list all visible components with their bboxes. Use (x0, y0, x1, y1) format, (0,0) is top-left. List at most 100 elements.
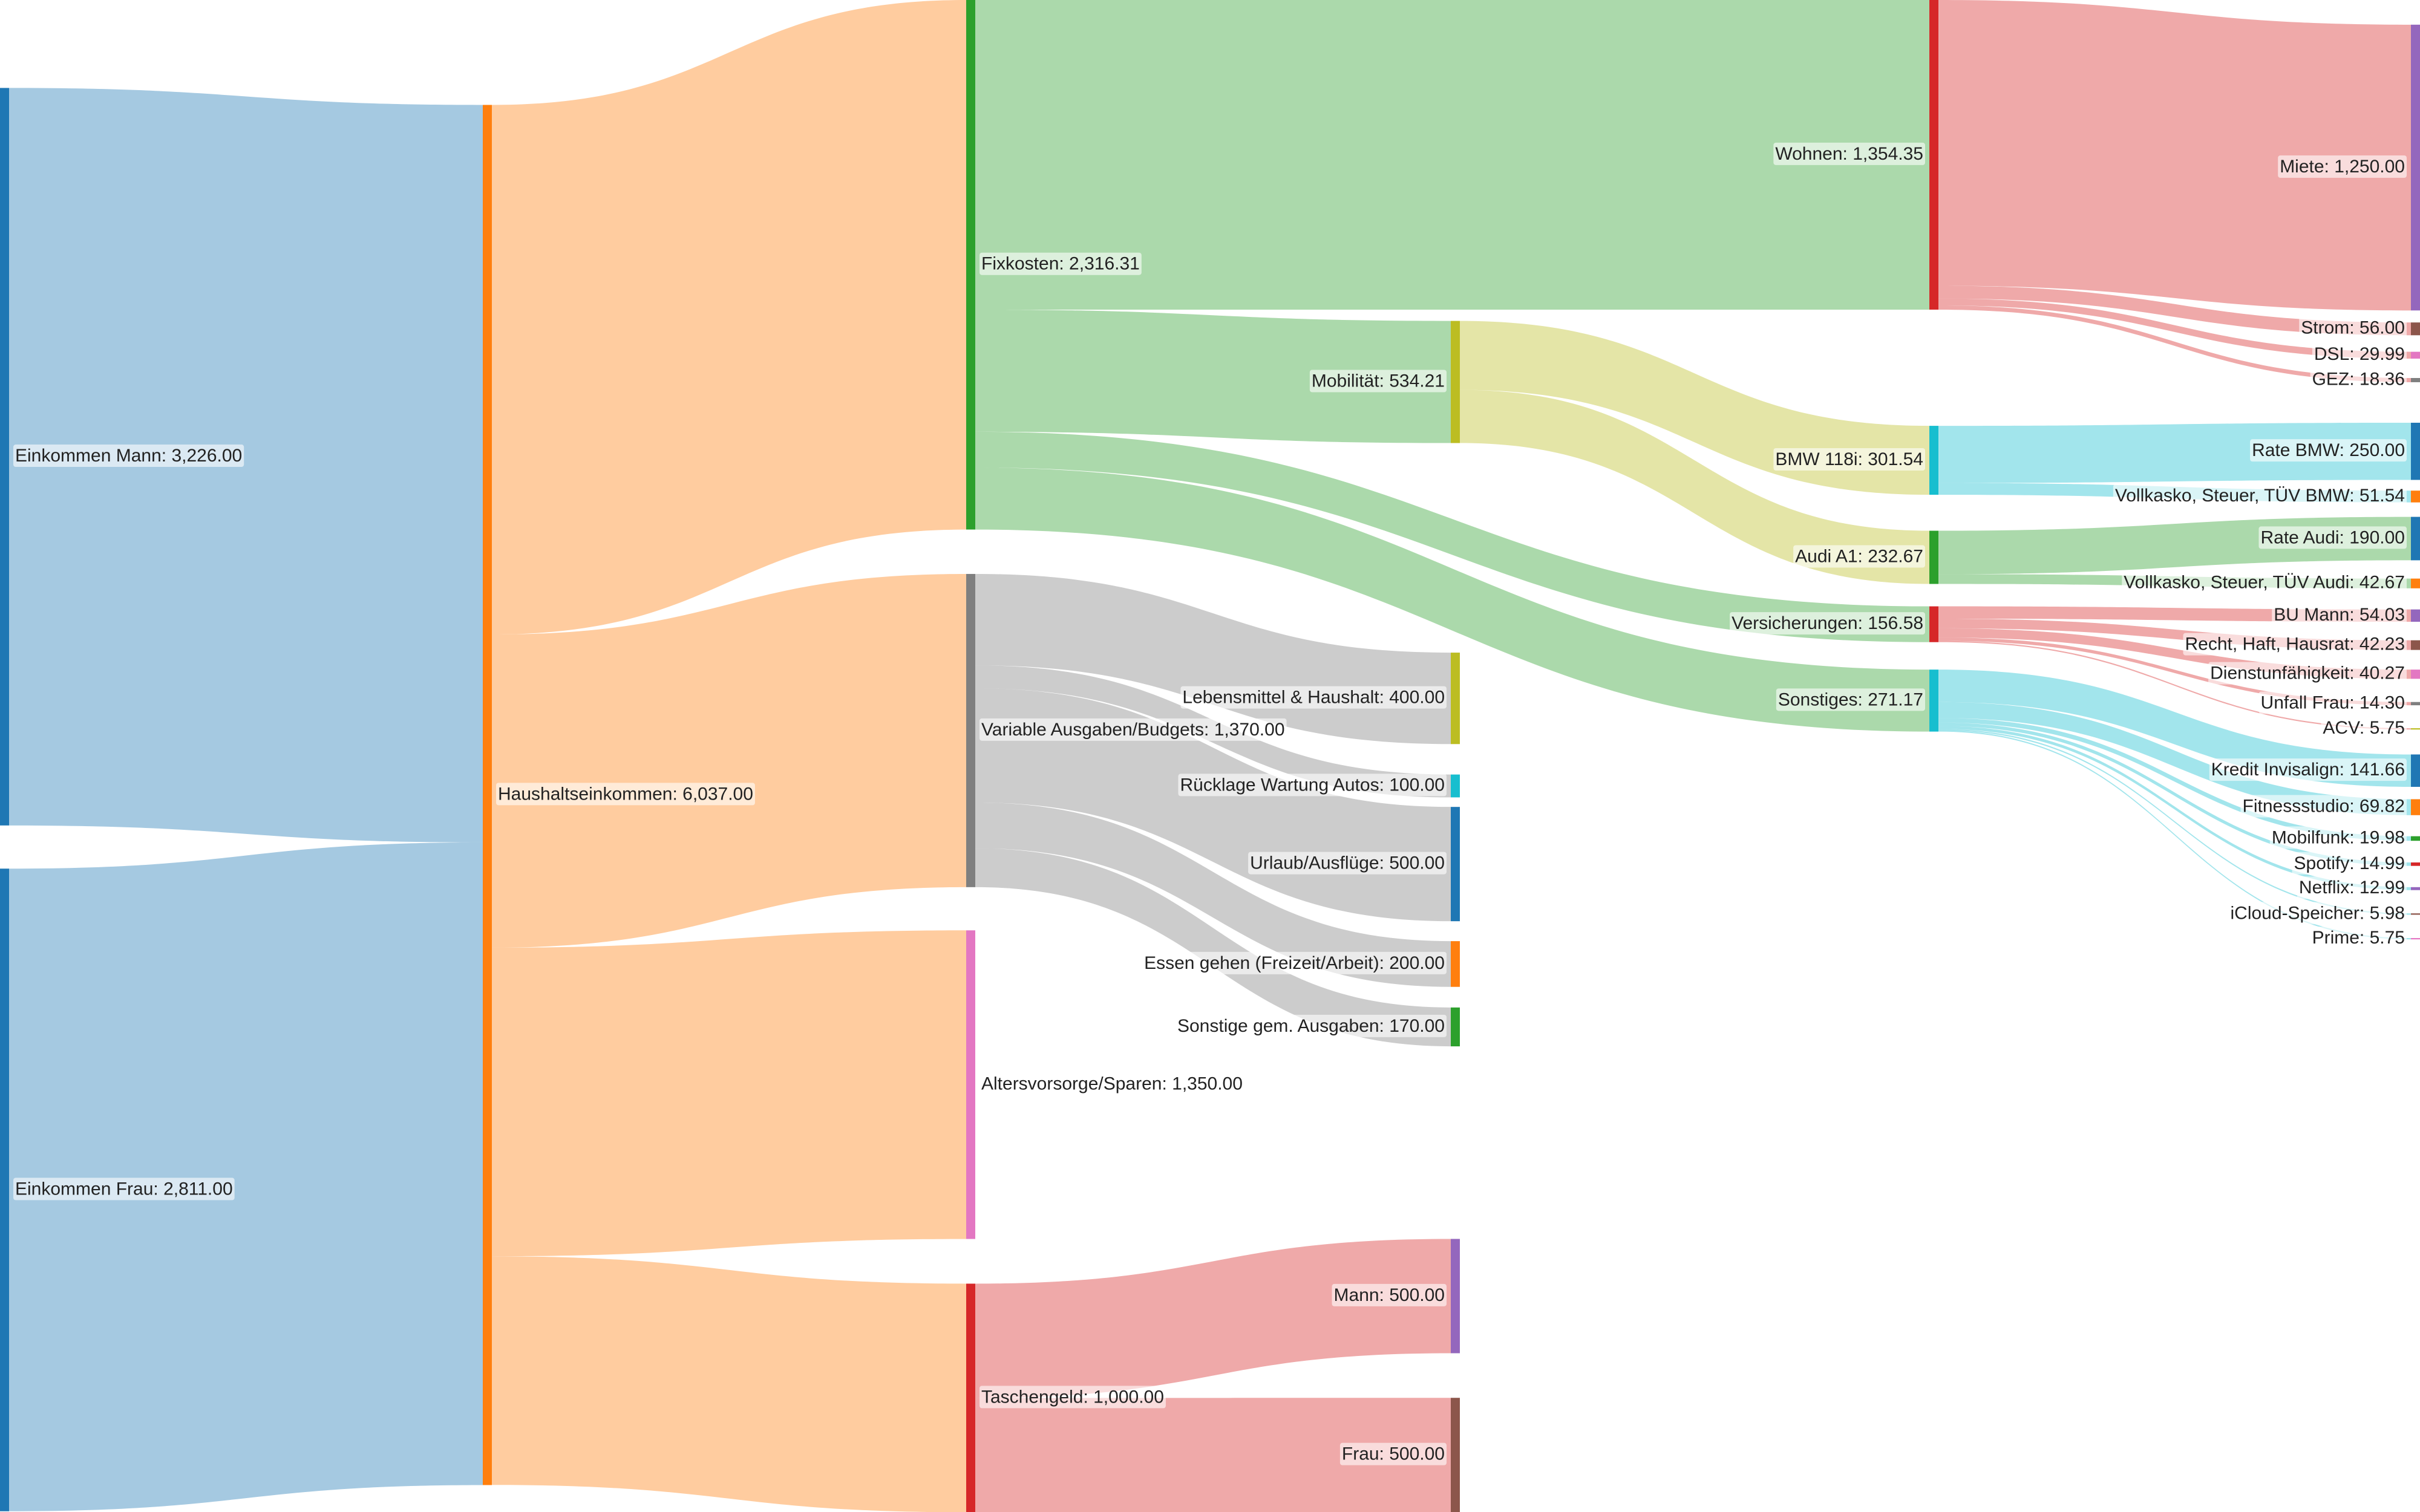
node (966, 930, 975, 1239)
node-label: Einkommen Frau: 2,811.00 (15, 1179, 233, 1199)
node (2411, 516, 2420, 561)
link (1938, 726, 2411, 890)
label-background (2183, 633, 2407, 656)
link (1938, 670, 2411, 787)
label-background (2250, 439, 2407, 462)
node-label: Netflix: 12.99 (2299, 878, 2405, 898)
node (0, 88, 9, 826)
node (1451, 321, 1460, 443)
node-label: Sonstige gem. Ausgaben: 170.00 (1177, 1016, 1445, 1036)
node (2411, 609, 2420, 622)
label-background (2258, 691, 2407, 714)
node-label: Prime: 5.75 (2312, 928, 2405, 948)
node (483, 105, 492, 1485)
label-background (1332, 1283, 1447, 1306)
labels: Einkommen Mann: 3,226.00 Einkommen Frau: … (13, 142, 2407, 1465)
node (1451, 1007, 1460, 1047)
label-background (2299, 316, 2407, 339)
node-label: Haushaltseinkommen: 6,037.00 (498, 784, 753, 804)
link (492, 1256, 966, 1512)
label-background (979, 1386, 1166, 1409)
node (1451, 1398, 1460, 1512)
node (2411, 938, 2420, 940)
node-label: Kredit Invisalign: 141.66 (2211, 760, 2405, 780)
node-label: iCloud-Speicher: 5.98 (2230, 903, 2405, 923)
node-label: Fixkosten: 2,316.31 (981, 254, 1140, 274)
node (2411, 24, 2420, 311)
node-label: Dienstunfähigkeit: 40.27 (2210, 663, 2405, 683)
node-label: Recht, Haft, Hausrat: 42.23 (2185, 634, 2405, 654)
link (1938, 718, 2411, 841)
label-background (1793, 545, 1925, 568)
node-label: Unfall Frau: 14.30 (2261, 692, 2405, 712)
node (1929, 606, 1938, 642)
label-background (2292, 852, 2407, 875)
link (1938, 722, 2411, 866)
node (966, 1283, 975, 1512)
node (1451, 774, 1460, 798)
label-background (2209, 758, 2407, 781)
node-label: Einkommen Mann: 3,226.00 (15, 446, 242, 466)
node-label: Mobilfunk: 19.98 (2272, 827, 2405, 847)
node (2411, 728, 2420, 730)
link (492, 573, 966, 948)
node-label: Fitnessstudio: 69.82 (2243, 797, 2405, 816)
link (975, 1398, 1451, 1512)
label-background (2272, 603, 2407, 626)
node-label: Miete: 1,250.00 (2280, 157, 2405, 177)
node (1929, 530, 1938, 584)
node-label: Lebensmittel & Haushalt: 400.00 (1182, 688, 1445, 708)
node (2411, 836, 2420, 841)
link (492, 0, 966, 635)
link (9, 88, 483, 842)
link (1938, 285, 2411, 336)
link (975, 468, 1929, 732)
label-background (979, 252, 1142, 275)
node-label: Taschengeld: 1,000.00 (981, 1387, 1164, 1407)
link (9, 842, 483, 1511)
node-label: Variable Ausgaben/Budgets: 1,370.00 (981, 720, 1285, 740)
label-background (2208, 662, 2407, 685)
link (1460, 389, 1929, 584)
label-background (2269, 826, 2407, 849)
label-background (1339, 1442, 1447, 1465)
link (975, 309, 1451, 443)
node (1451, 1239, 1460, 1354)
label-background (1178, 774, 1447, 797)
node (1929, 0, 1938, 310)
label-background (13, 1178, 235, 1201)
node (2411, 702, 2420, 706)
node-label: Rate BMW: 250.00 (2252, 440, 2405, 460)
label-background (2240, 795, 2407, 818)
link (975, 848, 1451, 1047)
label-background (1773, 448, 1925, 471)
label-background (2310, 927, 2407, 950)
node (1451, 807, 1460, 922)
node (2411, 913, 2420, 915)
node-label: Audi A1: 232.67 (1795, 546, 1923, 566)
label-background (1773, 142, 1925, 165)
label-background (2312, 343, 2407, 366)
link (492, 930, 966, 1257)
node (2411, 640, 2420, 650)
node-label: Essen gehen (Freizeit/Arbeit): 200.00 (1144, 953, 1445, 973)
label-background (2321, 717, 2407, 740)
label-background (496, 783, 755, 806)
link (1938, 702, 2411, 815)
node-label: Vollkasko, Steuer, TÜV Audi: 42.67 (2124, 573, 2405, 593)
link (975, 0, 1929, 310)
node (1451, 941, 1460, 987)
label-background (13, 445, 244, 468)
node-label: Versicherungen: 156.58 (1732, 613, 1923, 633)
node (2411, 322, 2420, 336)
label-background (2122, 571, 2407, 594)
node (2411, 754, 2420, 787)
node-label: Wohnen: 1,354.35 (1775, 144, 1923, 164)
node-label: Frau: 500.00 (1342, 1444, 1445, 1464)
label-background (1180, 686, 1447, 709)
label-background (2310, 368, 2407, 391)
node-label: Vollkasko, Steuer, TÜV BMW: 51.54 (2115, 486, 2405, 506)
node (966, 573, 975, 887)
node (2411, 422, 2420, 480)
